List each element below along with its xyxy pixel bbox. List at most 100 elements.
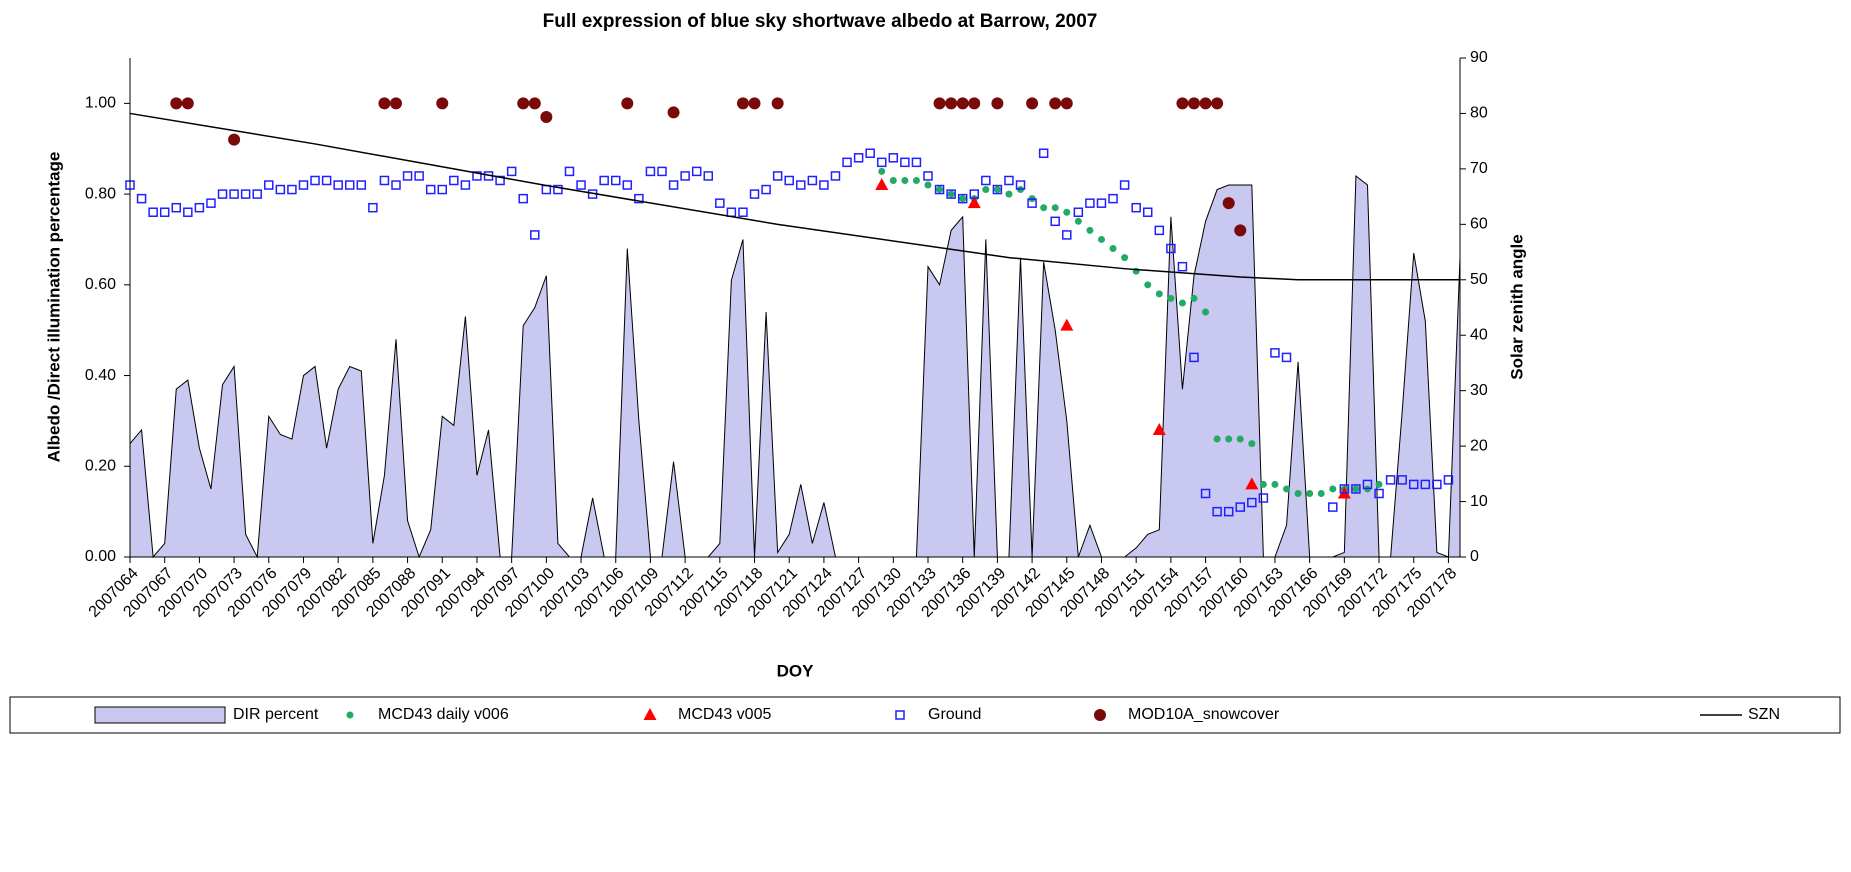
- point: [368, 202, 378, 213]
- point: [1329, 485, 1337, 493]
- y2-tick-label: 50: [1470, 271, 1488, 288]
- point: [1374, 488, 1384, 499]
- point: [1144, 281, 1152, 289]
- point: [1085, 198, 1095, 208]
- point: [668, 180, 679, 190]
- point: [252, 189, 262, 199]
- point: [1109, 245, 1117, 253]
- point: [889, 176, 897, 184]
- point: [1213, 435, 1221, 443]
- legend-swatch: [643, 708, 657, 720]
- point: [622, 180, 633, 190]
- point: [1063, 208, 1071, 216]
- legend-label: MCD43 v005: [678, 706, 771, 723]
- point: [1443, 475, 1454, 485]
- point: [183, 207, 193, 217]
- point: [414, 171, 424, 181]
- point: [842, 157, 852, 168]
- point: [1166, 243, 1176, 254]
- point: [1026, 97, 1039, 110]
- y-tick-label: 0.60: [85, 276, 116, 293]
- point: [1038, 148, 1049, 159]
- point: [621, 97, 634, 110]
- point: [1097, 235, 1105, 243]
- point: [726, 207, 737, 217]
- point: [1049, 97, 1062, 110]
- point: [772, 171, 783, 181]
- point: [518, 193, 528, 204]
- point: [1176, 97, 1189, 110]
- point: [599, 175, 609, 186]
- point: [645, 166, 656, 177]
- point: [275, 184, 286, 195]
- point: [1005, 190, 1013, 198]
- point: [610, 175, 621, 186]
- point: [865, 148, 875, 159]
- point: [946, 189, 956, 199]
- y2-tick-label: 90: [1470, 49, 1488, 66]
- point: [1188, 97, 1200, 110]
- legend-label: DIR percent: [233, 706, 319, 723]
- point: [576, 180, 586, 190]
- point: [992, 184, 1003, 195]
- point: [1086, 226, 1094, 234]
- point: [379, 175, 390, 186]
- legend-swatch: [94, 706, 226, 724]
- y-axis-title: Albedo /Direct illumination percentage: [44, 152, 63, 463]
- point: [819, 180, 829, 190]
- point: [159, 207, 170, 217]
- point: [136, 193, 147, 204]
- point: [933, 97, 946, 110]
- point: [229, 189, 239, 199]
- point: [900, 157, 910, 168]
- point: [321, 175, 332, 186]
- point: [969, 189, 980, 199]
- point: [1131, 202, 1141, 213]
- point: [1351, 484, 1361, 494]
- point: [170, 97, 183, 110]
- point: [1248, 440, 1256, 448]
- point: [1190, 294, 1198, 302]
- point: [1177, 261, 1188, 272]
- y2-tick-label: 10: [1470, 493, 1488, 510]
- point: [1259, 480, 1267, 488]
- point: [1154, 225, 1165, 236]
- point: [194, 202, 205, 213]
- point: [923, 171, 933, 181]
- point: [991, 97, 1004, 110]
- point: [217, 189, 228, 199]
- point: [784, 175, 794, 186]
- point: [344, 180, 355, 190]
- y2-tick-label: 40: [1470, 326, 1488, 343]
- point: [657, 166, 667, 177]
- point: [1211, 97, 1224, 110]
- point: [959, 195, 967, 203]
- point: [449, 175, 459, 186]
- legend-swatch: [1094, 709, 1106, 721]
- point: [982, 186, 990, 194]
- point: [1200, 488, 1211, 499]
- point: [1060, 318, 1074, 331]
- point: [425, 184, 436, 195]
- point: [748, 97, 761, 110]
- point: [287, 184, 297, 195]
- y-tick-label: 0.20: [85, 457, 116, 474]
- point: [436, 97, 449, 110]
- y2-tick-label: 60: [1470, 216, 1488, 233]
- point: [1074, 217, 1082, 225]
- point: [634, 193, 644, 204]
- point: [1408, 479, 1419, 490]
- point: [402, 171, 413, 181]
- point: [1152, 422, 1166, 435]
- point: [553, 184, 563, 195]
- point: [967, 196, 981, 209]
- point: [1015, 180, 1026, 190]
- point: [1339, 484, 1350, 494]
- point: [530, 230, 540, 240]
- point: [945, 97, 958, 110]
- legend-swatch: [895, 710, 905, 720]
- y-tick-label: 0.80: [85, 185, 116, 202]
- point: [1155, 290, 1163, 298]
- point: [1247, 497, 1257, 508]
- point: [934, 184, 945, 195]
